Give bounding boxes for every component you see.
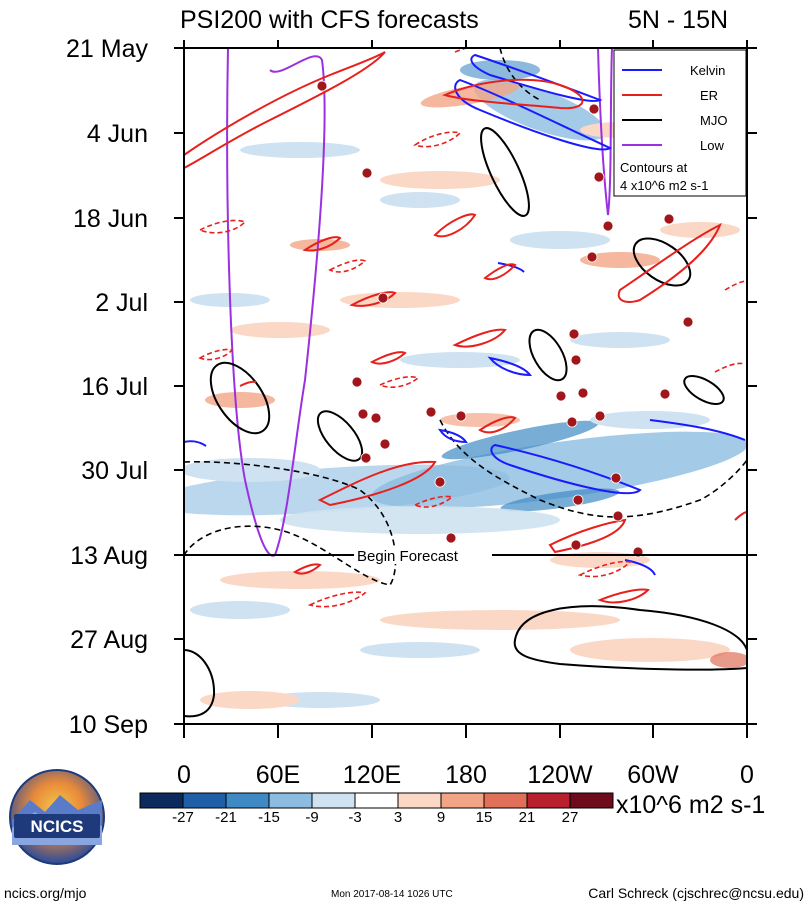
colorbar-labels: -27 -21 -15 -9 -3 3 9 15 21 27 — [172, 809, 578, 826]
legend-label-low: Low — [700, 138, 724, 153]
colorbar-box — [440, 792, 485, 809]
y-tick-label: 18 Jun — [73, 205, 148, 233]
colorbar-units: x10^6 m2 s-1 — [616, 791, 765, 819]
x-tick-label: 0 — [740, 761, 754, 789]
x-tick-label: 120E — [343, 761, 401, 789]
footer-author: Carl Schreck (cjschrec@ncsu.edu) — [588, 885, 804, 901]
colorbar-box — [397, 792, 442, 809]
anomaly-shading — [184, 60, 747, 709]
x-tick-label: 180 — [445, 761, 487, 789]
forecast-label: Begin Forecast — [357, 548, 459, 565]
x-tick-label: 120W — [527, 761, 593, 789]
colorbar-label: 27 — [562, 809, 579, 826]
legend: Kelvin ER MJO Low Contours at 4 x10^6 m2… — [613, 49, 747, 197]
colorbar-label: -21 — [215, 809, 237, 826]
footer-site: ncics.org/mjo — [4, 885, 87, 901]
colorbar-box — [526, 792, 571, 809]
colorbar-box — [268, 792, 313, 809]
y-tick-label: 30 Jul — [81, 457, 148, 485]
colorbar-label: 21 — [519, 809, 536, 826]
y-tick-labels: 21 May 4 Jun 18 Jun 2 Jul 16 Jul 30 Jul … — [66, 35, 148, 739]
colorbar-label: -15 — [258, 809, 280, 826]
colorbar-box — [225, 792, 270, 809]
colorbar-box — [182, 792, 227, 809]
y-tick-label: 4 Jun — [87, 120, 148, 148]
y-tick-label: 21 May — [66, 35, 148, 63]
y-tick-label: 27 Aug — [70, 626, 148, 654]
colorbar-box — [139, 792, 184, 809]
y-tick-label: 13 Aug — [70, 542, 148, 570]
x-tick-label: 60W — [627, 761, 679, 789]
colorbar-label: -3 — [348, 809, 361, 826]
contours — [184, 48, 747, 718]
chart-subtitle: 5N - 15N — [628, 6, 728, 34]
colorbar-box — [483, 792, 528, 809]
legend-note-line2: 4 x10^6 m2 s-1 — [620, 178, 708, 193]
y-tick-label: 2 Jul — [95, 289, 148, 317]
mjo-contour — [209, 361, 271, 435]
storm-markers — [316, 80, 694, 558]
colorbar-label: 9 — [437, 809, 445, 826]
y-tick-label: 10 Sep — [69, 711, 148, 739]
x-axis — [183, 40, 748, 738]
x-tick-label: 0 — [177, 761, 191, 789]
colorbar-box — [569, 792, 614, 809]
legend-label-mjo: MJO — [700, 113, 727, 128]
ncics-logo: NCICS — [9, 769, 105, 865]
low-contour — [226, 48, 326, 557]
x-tick-label: 60E — [256, 761, 300, 789]
legend-label-kelvin: Kelvin — [690, 63, 725, 78]
er-contour — [184, 51, 386, 169]
chart-title: PSI200 with CFS forecasts — [180, 6, 479, 34]
colorbar-label: 15 — [476, 809, 493, 826]
y-tick-label: 16 Jul — [81, 373, 148, 401]
colorbar — [139, 792, 614, 809]
y-axis — [174, 47, 757, 725]
colorbar-label: -9 — [305, 809, 318, 826]
colorbar-label: 3 — [394, 809, 402, 826]
x-tick-labels: 0 60E 120E 180 120W 60W 0 — [177, 761, 754, 789]
logo-text: NCICS — [31, 817, 84, 836]
colorbar-box — [354, 792, 399, 809]
footer-timestamp: Mon 2017-08-14 1026 UTC — [331, 889, 453, 900]
colorbar-label: -27 — [172, 809, 194, 826]
colorbar-box — [311, 792, 356, 809]
legend-label-er: ER — [700, 88, 718, 103]
legend-note-line1: Contours at — [620, 160, 688, 175]
